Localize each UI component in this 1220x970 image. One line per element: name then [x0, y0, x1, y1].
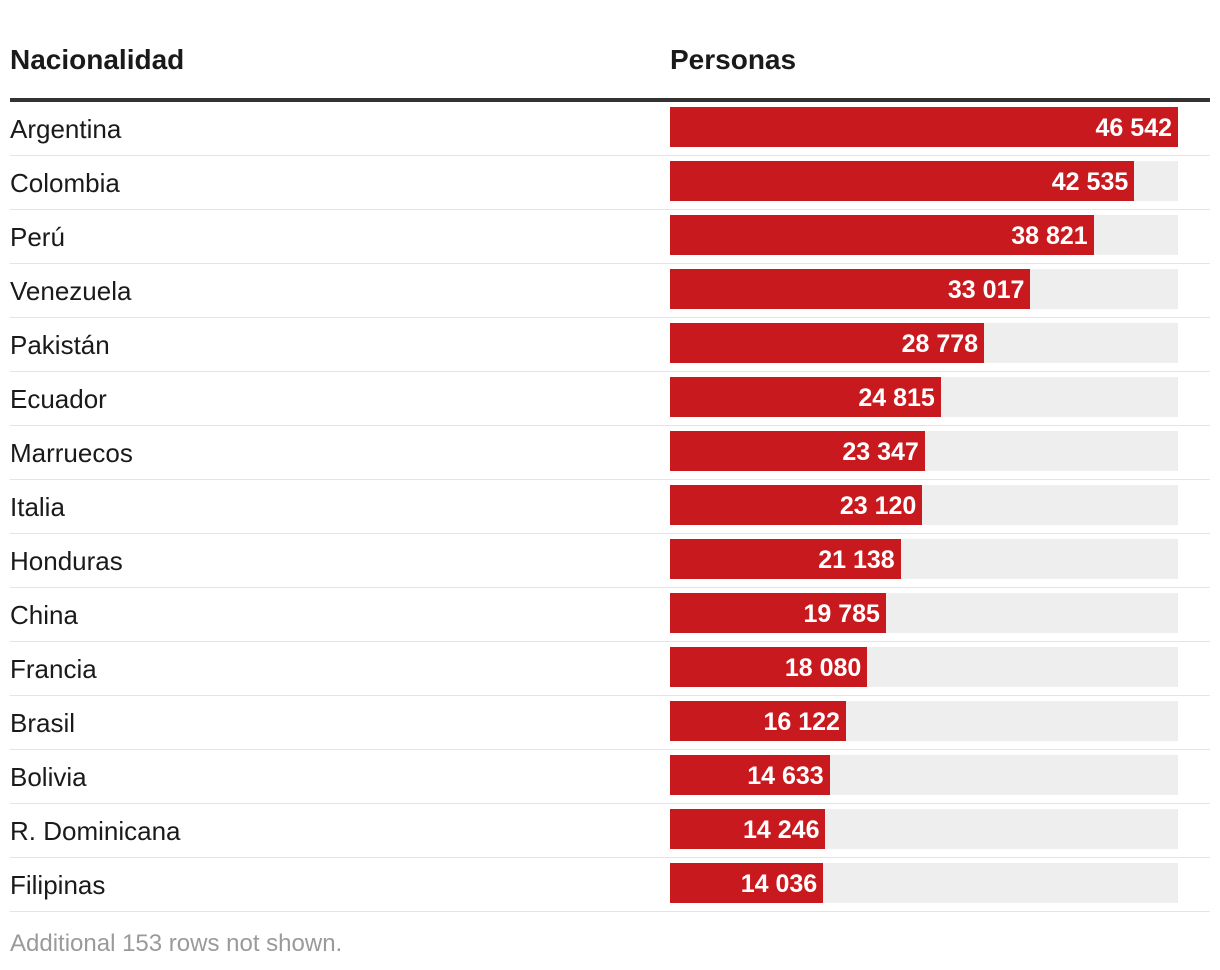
bar-track: 14 633	[670, 755, 1178, 795]
bar: 24 815	[670, 377, 941, 417]
table-row: Pakistán 28 778	[10, 318, 1210, 372]
bar-track: 23 347	[670, 431, 1178, 471]
bar-track: 19 785	[670, 593, 1178, 633]
table-row: Honduras 21 138	[10, 534, 1210, 588]
bar: 14 036	[670, 863, 824, 903]
bar-track: 38 821	[670, 215, 1178, 255]
bar-value-label: 18 080	[784, 654, 862, 682]
footnote: Additional 153 rows not shown.	[10, 930, 343, 957]
bar-track: 33 017	[670, 269, 1178, 309]
table-row: Venezuela 33 017	[10, 264, 1210, 318]
bar-track: 16 122	[670, 701, 1178, 741]
bar-track: 18 080	[670, 647, 1178, 687]
table-row: Brasil 16 122	[10, 696, 1210, 750]
bar-value-label: 23 347	[842, 438, 919, 466]
table-header: Nacionalidad Personas	[10, 0, 1210, 102]
column-header-personas[interactable]: Personas	[670, 44, 797, 75]
data-table: Nacionalidad Personas Argentina 46 542 Col…	[10, 0, 1210, 912]
bar-value-label: 16 122	[763, 708, 840, 736]
bar: 18 080	[670, 647, 868, 687]
table-body: Argentina 46 542 Colombia 42 535 Perú 38 821 V…	[10, 102, 1210, 912]
table-row: Bolivia 14 633	[10, 750, 1210, 804]
bar: 19 785	[670, 593, 886, 633]
row-nationality-label: Honduras	[10, 546, 123, 576]
bar: 46 542	[670, 107, 1178, 147]
table-row: Marruecos 23 347	[10, 426, 1210, 480]
row-nationality-label: Perú	[10, 222, 65, 252]
row-nationality-label: Brasil	[10, 708, 76, 738]
row-nationality-label: Marruecos	[10, 438, 133, 468]
table-row: Argentina 46 542	[10, 102, 1210, 156]
bar-track: 14 036	[670, 863, 1178, 903]
bar-value-label: 14 633	[747, 762, 824, 790]
bar-value-label: 19 785	[803, 600, 880, 628]
table-row: R. Dominicana 14 246	[10, 804, 1210, 858]
row-nationality-label: Bolivia	[10, 762, 87, 792]
table-row: Ecuador 24 815	[10, 372, 1210, 426]
row-nationality-label: Venezuela	[10, 276, 132, 306]
bar-value-label: 14 036	[740, 870, 818, 898]
table-row: Francia 18 080	[10, 642, 1210, 696]
bar-track: 23 120	[670, 485, 1178, 525]
bar-track: 46 542	[670, 107, 1178, 147]
bar-value-label: 38 821	[1011, 222, 1088, 250]
bar: 16 122	[670, 701, 846, 741]
bar: 28 778	[670, 323, 985, 363]
table-row: Colombia 42 535	[10, 156, 1210, 210]
table-row: Filipinas 14 036	[10, 858, 1210, 912]
bar-value-label: 21 138	[818, 546, 895, 574]
row-nationality-label: Argentina	[10, 114, 122, 144]
table-row: Perú 38 821	[10, 210, 1210, 264]
row-nationality-label: Francia	[10, 654, 97, 684]
bar-value-label: 14 246	[743, 816, 820, 844]
table-row: Italia 23 120	[10, 480, 1210, 534]
row-nationality-label: China	[10, 600, 78, 630]
bar-value-label: 28 778	[901, 330, 979, 358]
bar: 38 821	[670, 215, 1094, 255]
bar-track: 42 535	[670, 161, 1178, 201]
bar-value-label: 33 017	[947, 276, 1025, 304]
bar-track: 14 246	[670, 809, 1178, 849]
row-nationality-label: Ecuador	[10, 384, 107, 414]
bar-value-label: 42 535	[1051, 168, 1129, 196]
bar-value-label: 46 542	[1095, 114, 1172, 142]
bar: 23 347	[670, 431, 925, 471]
column-header-nacionalidad[interactable]: Nacionalidad	[10, 44, 185, 75]
bar: 14 633	[670, 755, 830, 795]
row-nationality-label: Colombia	[10, 168, 120, 198]
bar: 23 120	[670, 485, 923, 525]
bar: 42 535	[670, 161, 1135, 201]
bar: 21 138	[670, 539, 901, 579]
bar-track: 28 778	[670, 323, 1178, 363]
row-nationality-label: R. Dominicana	[10, 816, 181, 846]
bar: 14 246	[670, 809, 826, 849]
bar-track: 24 815	[670, 377, 1178, 417]
bar-value-label: 23 120	[839, 492, 917, 520]
table-row: China 19 785	[10, 588, 1210, 642]
bar-value-label: 24 815	[858, 384, 935, 412]
row-nationality-label: Pakistán	[10, 330, 110, 360]
row-nationality-label: Filipinas	[10, 870, 106, 900]
bar: 33 017	[670, 269, 1031, 309]
bar-track: 21 138	[670, 539, 1178, 579]
row-nationality-label: Italia	[10, 492, 65, 522]
